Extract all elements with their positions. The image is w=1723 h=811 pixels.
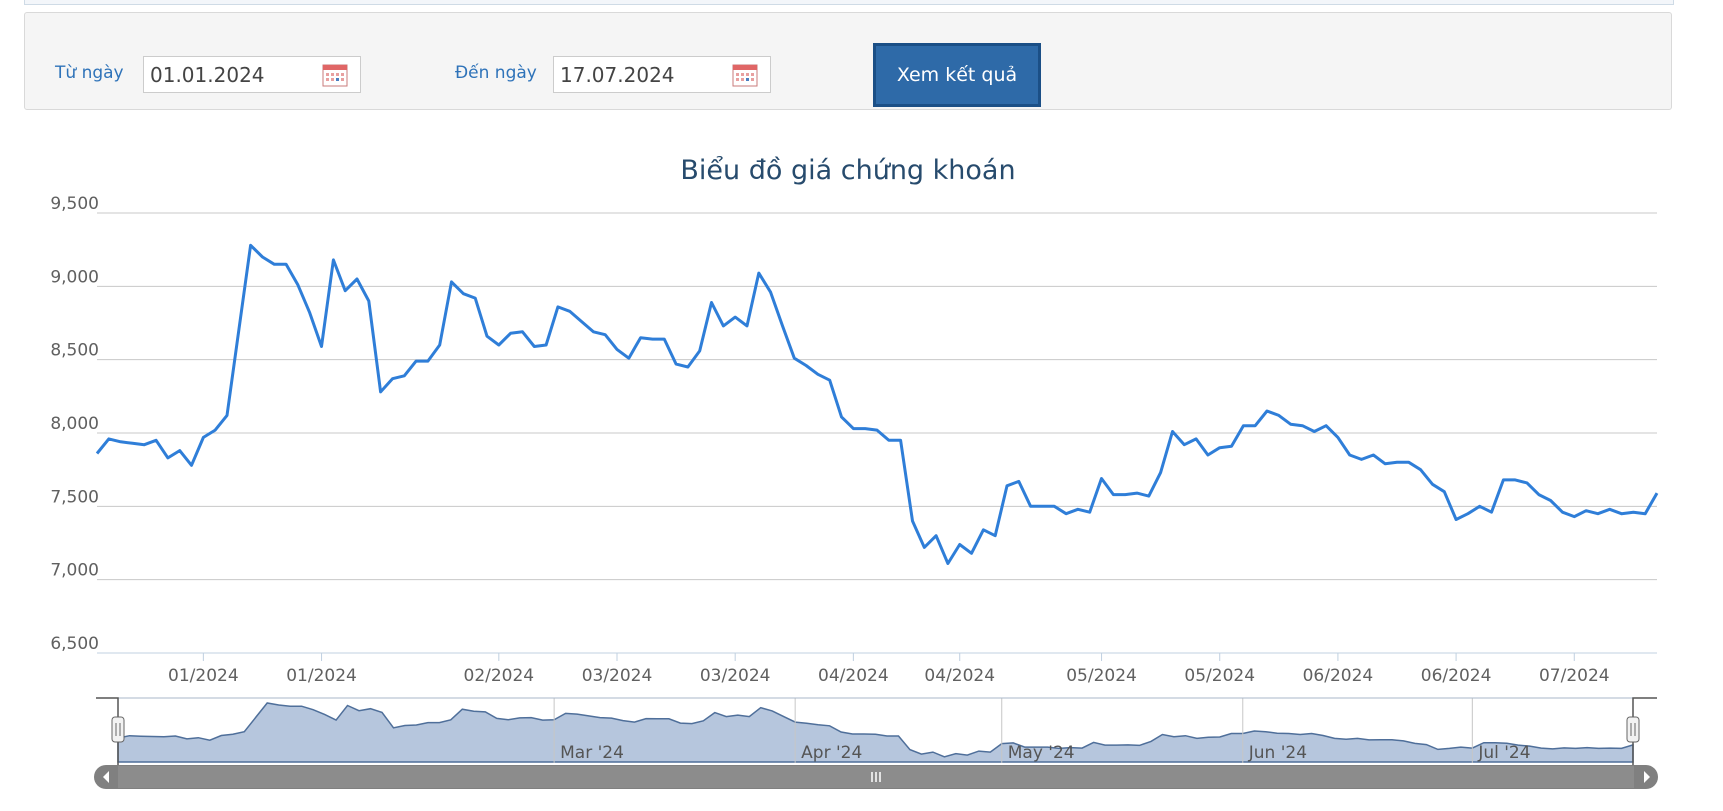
x-tick-label: 06/2024 xyxy=(1421,666,1492,686)
x-tick-label: 03/2024 xyxy=(700,666,771,686)
x-tick-label: 01/2024 xyxy=(168,666,239,686)
price-line xyxy=(95,243,1659,565)
calendar-icon[interactable] xyxy=(732,63,758,87)
date-filter-panel: Từ ngày 01.01.2024 Đến ngày 17.07.2024 X… xyxy=(24,12,1672,110)
top-strip xyxy=(24,0,1674,5)
price-chart: Biểu đồ giá chứng khoán 6,500 7,000 7,500 8… xyxy=(50,155,1659,789)
x-tick-label: 07/2024 xyxy=(1539,666,1610,686)
view-results-button[interactable]: Xem kết quả xyxy=(873,43,1041,107)
scroll-right-arrow-icon[interactable] xyxy=(1644,771,1650,783)
x-tick-label: 02/2024 xyxy=(464,666,535,686)
y-tick-label: 9,000 xyxy=(50,267,99,287)
navigator-label: Apr '24 xyxy=(801,743,862,763)
x-tick-label: 04/2024 xyxy=(818,666,889,686)
x-tick-label: 06/2024 xyxy=(1303,666,1374,686)
navigator[interactable]: Mar '24 Apr '24 May '24 Jun '24 Jul '24 xyxy=(96,697,1657,765)
x-tick-label: 04/2024 xyxy=(924,666,995,686)
y-tick-label: 8,500 xyxy=(50,341,99,361)
scrollbar-grip-icon xyxy=(871,772,881,782)
chart-title: Biểu đồ giá chứng khoán xyxy=(680,155,1015,186)
y-tick-label: 8,000 xyxy=(50,414,99,434)
navigator-labels: Mar '24 Apr '24 May '24 Jun '24 Jul '24 xyxy=(560,743,1530,763)
navigator-label: Mar '24 xyxy=(560,743,624,763)
navigator-right-mask-edge xyxy=(1632,697,1657,765)
to-date-label: Đến ngày xyxy=(455,63,537,83)
x-tick-label: 01/2024 xyxy=(286,666,357,686)
x-tick-label: 03/2024 xyxy=(582,666,653,686)
x-tick-label: 05/2024 xyxy=(1066,666,1137,686)
navigator-right-handle[interactable] xyxy=(1626,716,1640,743)
y-tick-label: 6,500 xyxy=(50,634,99,654)
from-date-value: 01.01.2024 xyxy=(150,63,265,87)
navigator-left-mask-edge xyxy=(96,697,119,765)
x-axis-labels: 01/2024 01/2024 02/2024 03/2024 03/2024 04/20… xyxy=(97,652,1657,686)
from-date-label: Từ ngày xyxy=(55,63,124,83)
from-date-field[interactable]: 01.01.2024 xyxy=(143,56,361,93)
scrollbar[interactable] xyxy=(94,765,1658,789)
navigator-left-handle[interactable] xyxy=(111,716,125,743)
y-tick-label: 7,000 xyxy=(50,561,99,581)
scroll-left-arrow-icon[interactable] xyxy=(103,771,109,783)
navigator-label: May '24 xyxy=(1008,743,1075,763)
to-date-value: 17.07.2024 xyxy=(560,63,675,87)
navigator-label: Jun '24 xyxy=(1248,743,1307,763)
y-tick-label: 9,500 xyxy=(50,194,99,214)
navigator-label: Jul '24 xyxy=(1477,743,1530,763)
y-tick-label: 7,500 xyxy=(50,487,99,507)
y-axis-labels: 6,500 7,000 7,500 8,000 8,500 9,000 9,500 xyxy=(50,194,99,654)
navigator-area xyxy=(117,702,1634,763)
navigator-grid xyxy=(553,698,1473,763)
calendar-icon[interactable] xyxy=(322,63,348,87)
to-date-field[interactable]: 17.07.2024 xyxy=(553,56,771,93)
x-tick-label: 05/2024 xyxy=(1184,666,1255,686)
